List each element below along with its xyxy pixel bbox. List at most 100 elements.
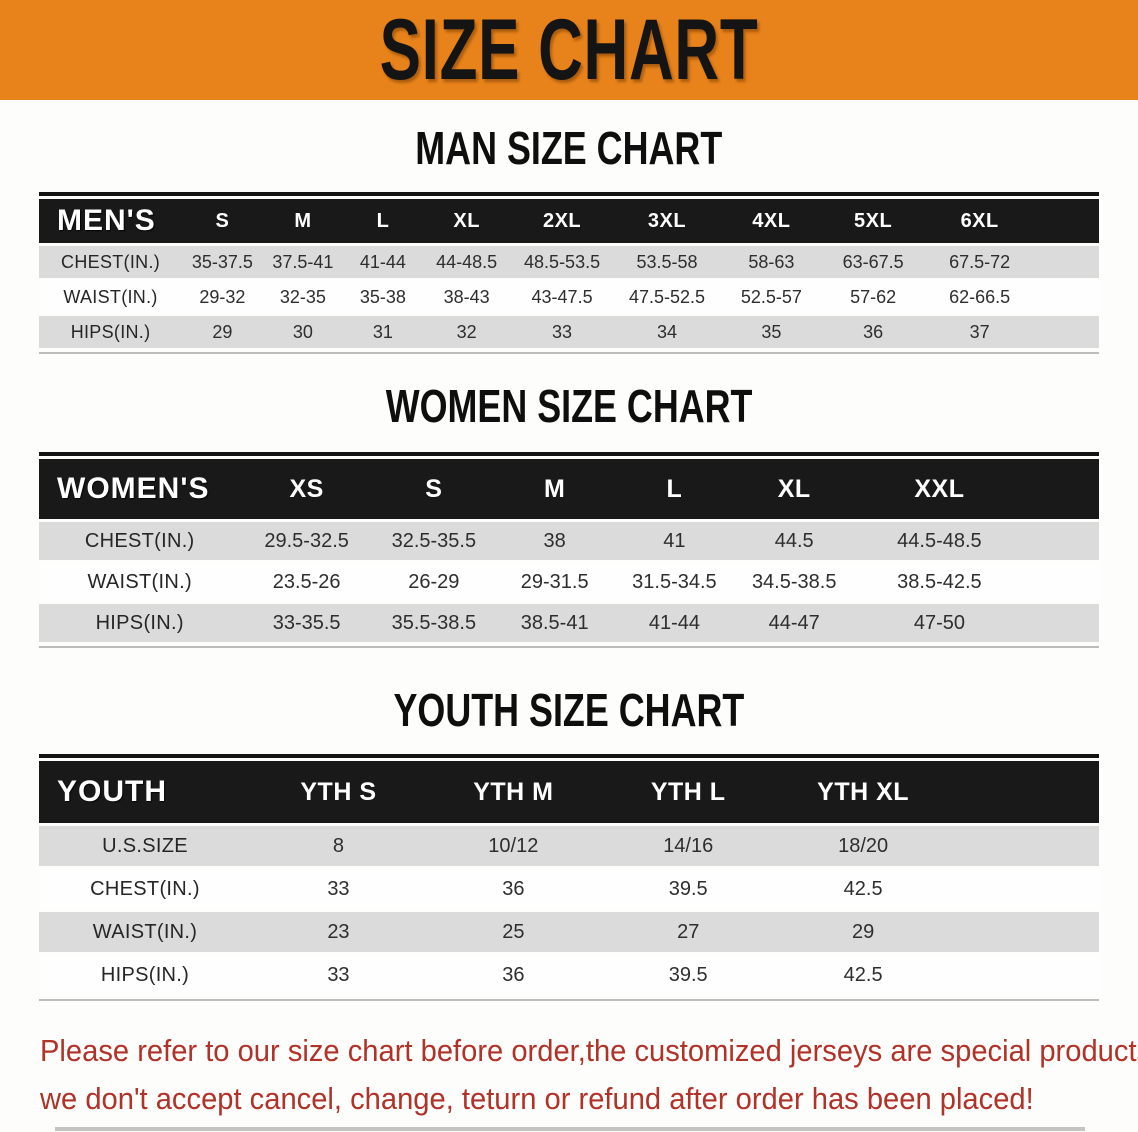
size-value-cell: 23: [327, 920, 350, 943]
table-title-cell: YOUTH: [57, 775, 167, 808]
order-policy-line-2: we don't accept cancel, change, teturn o…: [40, 1081, 1034, 1116]
size-value-cell: 35-37.5: [191, 251, 253, 272]
spacer-cell: [1025, 604, 1099, 642]
size-value-cell: 41-44: [648, 611, 700, 634]
size-value-cell: 35.5-38.5: [391, 611, 477, 634]
size-header-cell: S: [425, 474, 443, 503]
row-label-cell: U.S.SIZE: [102, 834, 188, 857]
size-header-cell: 2XL: [542, 209, 582, 232]
size-value-cell: 26-29: [408, 570, 460, 593]
table-row: CHEST(IN.) 35-37.5 37.5-41 41-44 44-48.5 48.5…: [39, 246, 1099, 278]
size-header-cell: XL: [777, 474, 811, 503]
row-label-cell: WAIST(IN.): [87, 570, 192, 593]
row-label-cell: CHEST(IN.): [90, 877, 200, 900]
womens-section-heading-text: WOMEN SIZE CHART: [385, 380, 753, 432]
size-value-cell: 14/16: [663, 834, 714, 857]
size-header-cell: M: [294, 209, 312, 232]
size-value-cell: 38.5-42.5: [897, 570, 982, 593]
youth-section-heading-text: YOUTH SIZE CHART: [393, 684, 745, 736]
size-value-cell: 63-67.5: [842, 251, 904, 272]
size-value-cell: 38-43: [443, 286, 490, 307]
spacer-cell: [951, 955, 1099, 995]
size-value-cell: 36: [863, 321, 884, 342]
mens-size-table: MEN'S S M L XL 2XL 3XL 4XL 5XL 6XL CHEST(IN.) 35-37…: [39, 192, 1099, 354]
size-value-cell: 32.5-35.5: [391, 529, 477, 552]
size-value-cell: 29-31.5: [520, 570, 589, 593]
spacer-cell: [1035, 199, 1099, 243]
size-header-cell: YTH M: [473, 777, 554, 806]
row-label-cell: HIPS(IN.): [70, 321, 151, 342]
size-value-cell: 30: [292, 321, 313, 342]
bottom-divider: [55, 1127, 1085, 1131]
size-value-cell: 47.5-52.5: [628, 286, 706, 307]
size-value-cell: 33-35.5: [272, 611, 341, 634]
size-value-cell: 29: [212, 321, 233, 342]
size-header-cell: XS: [289, 474, 324, 503]
spacer-cell: [1025, 459, 1099, 519]
womens-section-heading: WOMEN SIZE CHART: [0, 382, 1138, 430]
table-row: CHEST(IN.) 29.5-32.5 32.5-35.5 38 41 44.5 44.5…: [39, 522, 1099, 560]
size-value-cell: 44-48.5: [436, 251, 498, 272]
size-header-cell: 5XL: [854, 209, 893, 232]
row-label-cell: WAIST(IN.): [63, 286, 158, 307]
size-header-cell: XL: [453, 209, 480, 232]
size-value-cell: 37.5-41: [272, 251, 334, 272]
table-row: HIPS(IN.) 29 30 31 32 33 34 35 36 37: [39, 316, 1099, 348]
size-value-cell: 39.5: [668, 877, 708, 900]
size-value-cell: 27: [677, 920, 700, 943]
size-value-cell: 18/20: [838, 834, 889, 857]
size-value-cell: 33: [327, 877, 350, 900]
size-value-cell: 42.5: [843, 877, 883, 900]
row-label-cell: CHEST(IN.): [84, 529, 195, 552]
size-value-cell: 39.5: [668, 963, 708, 986]
banner: SIZE CHART: [0, 0, 1138, 100]
size-header-cell: L: [666, 474, 683, 503]
size-value-cell: 34: [656, 321, 677, 342]
size-header-cell: M: [544, 474, 566, 503]
spacer-cell: [951, 761, 1099, 823]
row-label-cell: CHEST(IN.): [61, 251, 161, 272]
size-value-cell: 44.5-48.5: [897, 529, 982, 552]
table-title-cell: WOMEN'S: [57, 472, 210, 505]
spacer-cell: [1025, 563, 1099, 601]
size-header-cell: S: [215, 209, 230, 232]
spacer-cell: [1025, 522, 1099, 560]
size-value-cell: 42.5: [843, 963, 883, 986]
size-value-cell: 47-50: [913, 611, 965, 634]
size-value-cell: 31.5-34.5: [632, 570, 717, 593]
size-value-cell: 44-47: [768, 611, 820, 634]
page-title: SIZE CHART: [379, 2, 759, 98]
size-value-cell: 10/12: [488, 834, 539, 857]
size-value-cell: 38: [543, 529, 566, 552]
table-row: WAIST(IN.) 29-32 32-35 35-38 38-43 43-47.5 47.…: [39, 281, 1099, 313]
table-row: HIPS(IN.) 33 36 39.5 42.5: [39, 955, 1099, 995]
size-value-cell: 41-44: [359, 251, 406, 272]
order-policy-note: Please refer to our size chart before or…: [40, 1027, 1138, 1123]
table-row: WAIST(IN.) 23 25 27 29: [39, 912, 1099, 952]
row-label-cell: HIPS(IN.): [95, 611, 184, 634]
spacer-cell: [1035, 246, 1099, 278]
size-value-cell: 38.5-41: [520, 611, 589, 634]
order-policy-line-1: Please refer to our size chart before or…: [40, 1033, 1138, 1068]
size-value-cell: 29-32: [199, 286, 246, 307]
size-value-cell: 32: [456, 321, 477, 342]
size-value-cell: 58-63: [748, 251, 795, 272]
table-row: WAIST(IN.) 23.5-26 26-29 29-31.5 31.5-34.5 34…: [39, 563, 1099, 601]
size-value-cell: 37: [969, 321, 990, 342]
mens-section-heading: MAN SIZE CHART: [0, 124, 1138, 172]
size-value-cell: 41: [663, 529, 686, 552]
size-value-cell: 32-35: [279, 286, 326, 307]
size-header-cell: YTH XL: [817, 777, 910, 806]
youth-section-heading: YOUTH SIZE CHART: [0, 686, 1138, 734]
size-header-cell: 4XL: [752, 209, 791, 232]
size-value-cell: 36: [502, 877, 525, 900]
spacer-cell: [1035, 316, 1099, 348]
row-label-cell: HIPS(IN.): [100, 963, 190, 986]
size-value-cell: 33: [552, 321, 573, 342]
size-header-cell: L: [376, 209, 390, 232]
size-value-cell: 31: [372, 321, 393, 342]
size-header-cell: 3XL: [647, 209, 687, 232]
table-title-cell: MEN'S: [57, 204, 156, 237]
spacer-cell: [951, 912, 1099, 952]
